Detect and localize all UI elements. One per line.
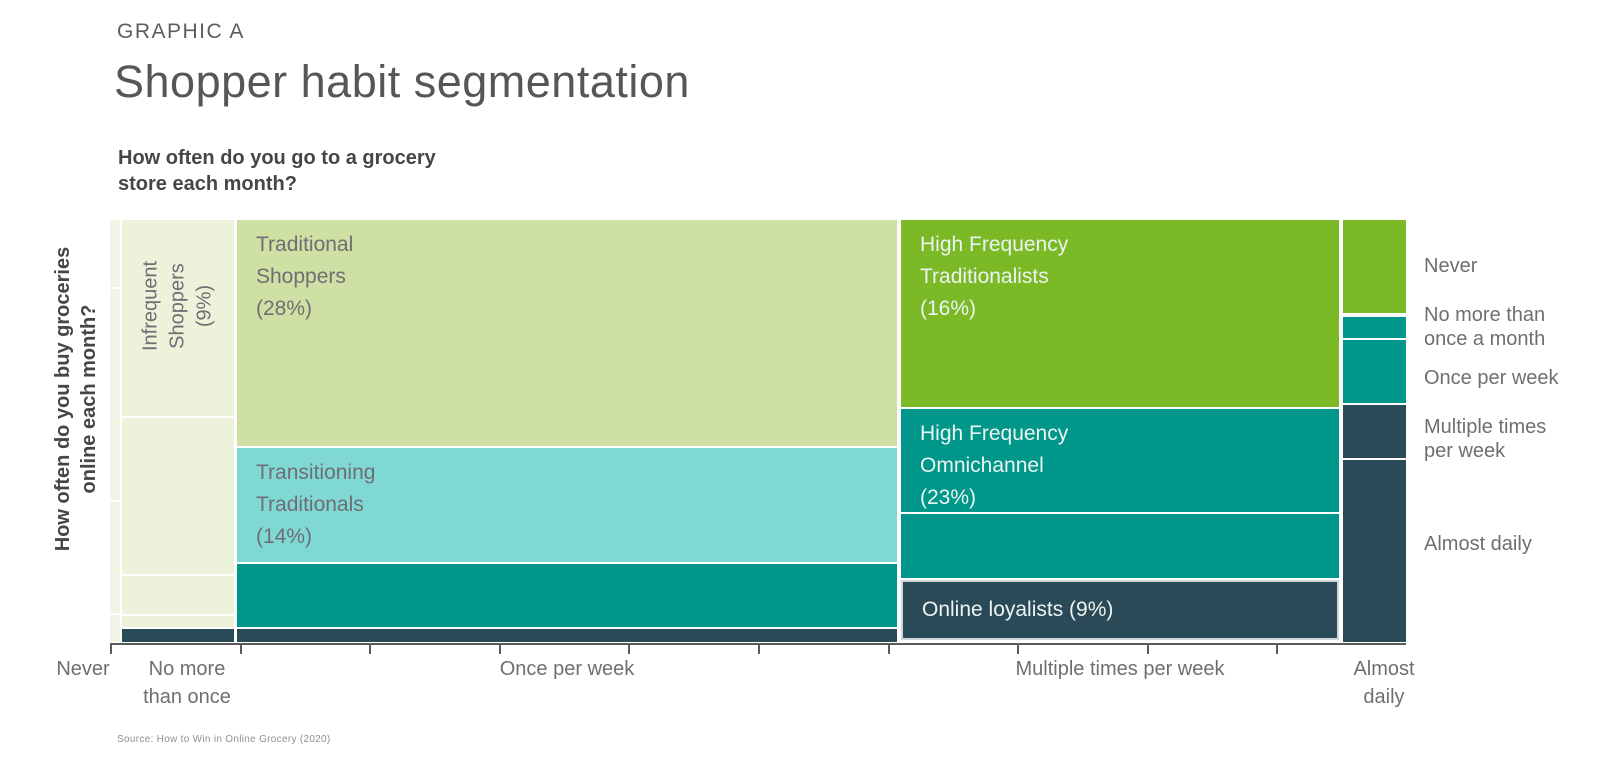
mosaic-cell-multi-2: High Frequency Omnichannel (23%) bbox=[901, 409, 1339, 512]
x-axis-question: How often do you go to a grocery store e… bbox=[118, 147, 436, 195]
x-axis-line bbox=[110, 643, 1406, 657]
mosaic-cell-once-2: Transitioning Traditionals (14%) bbox=[237, 448, 897, 562]
segment-label-once-1: Traditional Shoppers (28%) bbox=[256, 233, 354, 320]
mosaic-cell-never-1 bbox=[110, 220, 120, 287]
source-note: Source: How to Win in Online Grocery (20… bbox=[117, 734, 331, 745]
mosaic-cell-daily-4 bbox=[1343, 405, 1406, 458]
y-axis-question: How often do you buy groceries online ea… bbox=[52, 246, 100, 552]
mosaic-cell-multi-1: High Frequency Traditionalists (16%) bbox=[901, 220, 1339, 407]
mosaic-cell-daily-2 bbox=[1343, 317, 1406, 338]
y-category-label-2: Once per week bbox=[1424, 367, 1559, 389]
x-axis-tick bbox=[369, 645, 372, 654]
mosaic-cell-infreq-3 bbox=[122, 576, 234, 614]
mosaic-cell-infreq-5 bbox=[122, 629, 234, 642]
x-axis-tick bbox=[1146, 645, 1149, 654]
mosaic-cell-infreq-4 bbox=[122, 616, 234, 627]
x-axis-tick bbox=[498, 645, 501, 654]
x-axis-tick bbox=[1017, 645, 1020, 654]
x-category-label-3: Multiple times per week bbox=[1015, 658, 1225, 680]
x-axis-tick bbox=[239, 645, 242, 654]
mosaic-cell-multi-4: Online loyalists (9%) bbox=[901, 580, 1339, 640]
segment-label-multi-4: Online loyalists (9%) bbox=[922, 598, 1114, 621]
x-axis-tick bbox=[758, 645, 760, 654]
mosaic-cell-daily-5 bbox=[1343, 460, 1406, 642]
x-category-label-0: Never bbox=[56, 658, 110, 680]
mosaic-cell-never-4 bbox=[110, 615, 120, 642]
segment-label-multi-2: High Frequency Omnichannel (23%) bbox=[920, 422, 1069, 509]
mosaic-cell-once-1: Traditional Shoppers (28%) bbox=[237, 220, 897, 446]
x-category-label-1: No more than once bbox=[143, 658, 231, 708]
mosaic-cell-once-3 bbox=[237, 564, 897, 627]
mosaic-cell-never-3 bbox=[110, 502, 120, 613]
mosaic-cell-daily-3 bbox=[1343, 340, 1406, 403]
y-category-label-3: Multiple times per week bbox=[1424, 416, 1547, 462]
x-category-label-2: Once per week bbox=[499, 658, 635, 680]
y-category-label-1: No more than once a month bbox=[1424, 304, 1546, 350]
segment-label-once-2: Transitioning Traditionals (14%) bbox=[256, 461, 376, 548]
page-title: Shopper habit segmentation bbox=[114, 56, 690, 107]
y-category-label-0: Never bbox=[1424, 255, 1478, 277]
x-axis-tick bbox=[1276, 645, 1279, 654]
x-category-label-4: Almost daily bbox=[1353, 658, 1415, 708]
x-axis-tick bbox=[628, 645, 631, 654]
mosaic-cell-once-4 bbox=[237, 629, 897, 642]
mosaic-cell-multi-3 bbox=[901, 514, 1339, 578]
x-axis-tick bbox=[887, 645, 890, 654]
mosaic-cell-infreq-1: Infrequent Shoppers (9%) bbox=[122, 220, 234, 416]
mosaic-cell-daily-1 bbox=[1343, 220, 1406, 313]
segment-label-multi-1: High Frequency Traditionalists (16%) bbox=[920, 233, 1069, 320]
segment-label-infreq-1: Infrequent Shoppers (9%) bbox=[139, 260, 216, 352]
graphic-kicker: GRAPHIC A bbox=[117, 20, 245, 43]
mosaic-cell-never-2 bbox=[110, 289, 120, 500]
x-axis-tick bbox=[110, 645, 112, 654]
y-category-label-4: Almost daily bbox=[1424, 533, 1532, 555]
mosaic-cell-infreq-2 bbox=[122, 418, 234, 574]
mosaic-plot: Infrequent Shoppers (9%) Traditional Shop… bbox=[110, 220, 1406, 642]
